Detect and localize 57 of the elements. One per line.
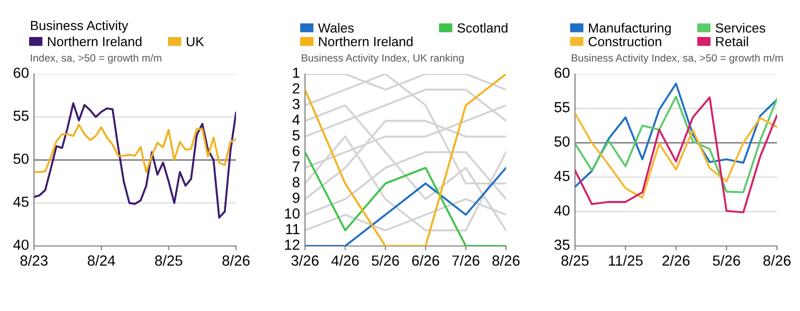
- legend-label: Northern Ireland: [319, 36, 413, 46]
- y-tick-label: 5: [292, 130, 300, 140]
- line-series: [575, 112, 777, 199]
- y-tick-label: 50: [554, 136, 570, 147]
- x-tick-label: 8/23: [20, 255, 48, 266]
- y-tick-label: 12: [285, 240, 300, 250]
- y-tick-label: 60: [14, 68, 29, 78]
- legend-label: Manufacturing: [589, 22, 671, 36]
- chart-subtitle: Index, sa, >50 = growth m/m: [30, 54, 162, 64]
- y-tick-label: 2: [292, 83, 300, 94]
- x-tick-label: 2/26: [662, 255, 690, 266]
- line-series: [575, 82, 777, 188]
- line-series: [575, 96, 777, 214]
- y-tick-label: 9: [292, 192, 300, 204]
- x-tick-label: 8/26: [492, 255, 520, 266]
- legend-label: Scotland: [457, 22, 508, 33]
- y-tick-label: 10: [285, 208, 300, 219]
- y-tick-label: 1: [293, 68, 300, 78]
- y-tick-label: 45: [13, 196, 29, 207]
- legend-label: Services: [716, 22, 766, 33]
- x-tick-label: 5/26: [372, 255, 399, 266]
- line-series: [34, 124, 236, 174]
- y-tick-label: 35: [554, 240, 570, 250]
- y-tick-label: 40: [13, 240, 29, 250]
- y-tick-label: 4: [292, 114, 300, 125]
- x-tick-label: 6/26: [412, 255, 440, 266]
- x-tick-label: 5/26: [712, 255, 740, 266]
- y-tick-label: 40: [554, 205, 570, 216]
- line-series: [34, 102, 236, 219]
- y-tick-label: 11: [286, 224, 300, 234]
- y-tick-label: 55: [14, 110, 29, 121]
- y-tick-label: 60: [554, 68, 570, 78]
- legend-label: Retail: [716, 36, 748, 46]
- chart-title: Business Activity: [31, 20, 128, 33]
- chart-subtitle: Business Activity Index, UK ranking: [302, 54, 464, 64]
- legend-label: UK: [186, 37, 204, 46]
- legend-label: Northern Ireland: [48, 36, 142, 46]
- line-series: [575, 96, 777, 194]
- y-tick-label: 8: [292, 177, 300, 188]
- x-tick-label: 8/25: [561, 255, 589, 266]
- x-tick-label: 11/25: [608, 255, 643, 266]
- y-tick-label: 50: [14, 154, 29, 164]
- legend-label: Construction: [588, 36, 662, 46]
- x-tick-label: 8/25: [155, 255, 182, 266]
- y-tick-label: 3: [292, 98, 300, 110]
- y-tick-label: 6: [292, 146, 300, 156]
- x-tick-label: 3/26: [291, 255, 319, 266]
- x-tick-label: 8/26: [222, 255, 250, 266]
- y-tick-label: 7: [292, 162, 300, 172]
- legend-label: Wales: [318, 22, 354, 33]
- x-tick-label: 8/26: [763, 255, 791, 266]
- x-tick-label: 4/26: [331, 255, 359, 266]
- chart-subtitle: Business Activity Index, sa, >50 = growth m/m: [572, 54, 783, 64]
- y-tick-label: 55: [554, 102, 570, 112]
- x-tick-label: 8/24: [88, 255, 116, 266]
- x-tick-label: 7/26: [452, 255, 480, 266]
- y-tick-label: 45: [554, 170, 570, 182]
